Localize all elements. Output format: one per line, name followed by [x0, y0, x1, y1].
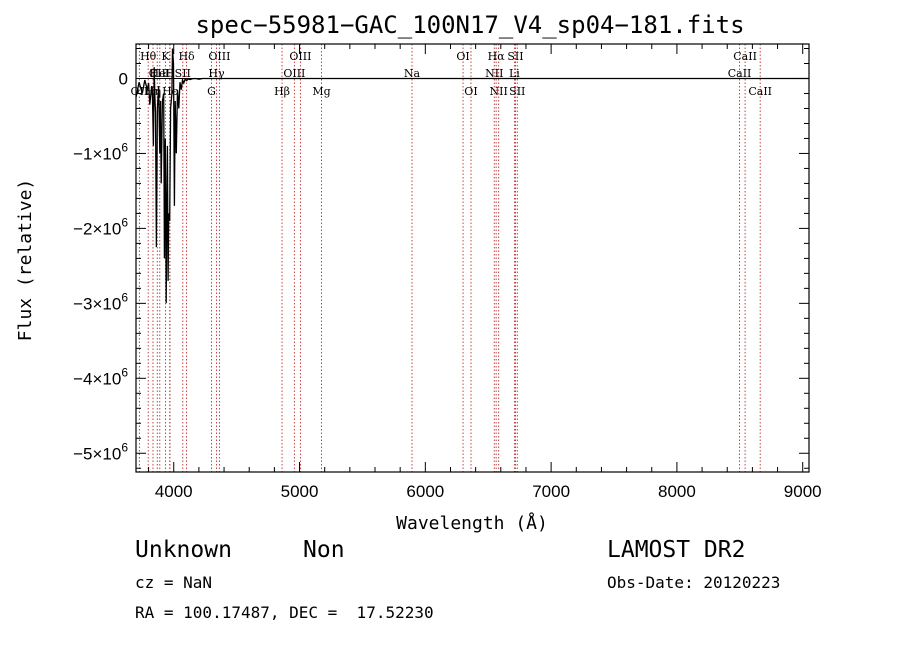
line-label-7: H — [165, 67, 175, 80]
line-label-20: NII — [485, 67, 503, 80]
x-tick-labels: 4000 5000 6000 7000 8000 9000 — [155, 482, 822, 501]
line-label-14: OIII — [283, 67, 305, 80]
line-label-10: G — [207, 85, 216, 98]
x-tick-label-2: 6000 — [406, 482, 444, 501]
x-tick-label-4: 8000 — [658, 482, 696, 501]
line-label-5: K — [161, 50, 170, 63]
axis-ticks — [136, 44, 809, 472]
x-tick-label-3: 7000 — [532, 482, 570, 501]
line-label-25: SII — [509, 85, 525, 98]
line-label-17: Na — [404, 67, 421, 80]
line-label-1: Hθ — [140, 50, 157, 63]
y-tick-label-3: −3×106 — [73, 290, 128, 313]
line-label-24: SII — [507, 50, 523, 63]
redshift-cz: cz = NaN — [135, 573, 213, 592]
line-label-13: Hβ — [274, 85, 290, 98]
line-label-3: CII — [149, 67, 166, 80]
line-label-23: Li — [509, 67, 520, 80]
chart-title: spec−55981−GAC_100N17_V4_sp04−181.fits — [195, 11, 744, 39]
line-label-11: Hγ — [208, 67, 225, 80]
line-label-26: CaII — [728, 67, 752, 80]
line-label-12: OIII — [208, 50, 230, 63]
line-label-6: Hϵ — [162, 85, 178, 98]
line-label-15: OIII — [289, 50, 311, 63]
plot-frame — [135, 43, 810, 473]
emission-line-markers — [138, 44, 761, 472]
coordinates: RA = 100.17487, DEC = 17.52230 — [135, 603, 434, 622]
line-label-9: Hδ — [178, 50, 195, 63]
y-tick-label-1: −1×106 — [73, 140, 128, 163]
x-tick-label-1: 5000 — [281, 482, 319, 501]
line-label-19: OI — [464, 85, 477, 98]
y-tick-label-4: −4×106 — [73, 365, 128, 388]
spectrum-series — [135, 48, 809, 304]
survey-name: LAMOST DR2 — [607, 537, 746, 563]
y-tick-label-5: −5×106 — [73, 440, 128, 463]
line-label-28: CaII — [748, 85, 772, 98]
object-subclass: Non — [303, 537, 345, 563]
x-tick-label-5: 9000 — [784, 482, 822, 501]
line-label-22: NII — [490, 85, 508, 98]
x-axis-label: Wavelength (Å) — [396, 512, 548, 534]
line-label-8: SII — [175, 67, 191, 80]
y-tick-labels: 0 −1×106 −2×106 −3×106 −4×106 −5×106 — [73, 69, 128, 463]
y-axis-label: Flux (relative) — [15, 179, 36, 342]
observation-date: Obs-Date: 20120223 — [607, 573, 781, 592]
line-label-27: CaII — [733, 50, 757, 63]
line-label-18: OI — [456, 50, 469, 63]
object-class: Unknown — [135, 537, 232, 563]
y-tick-label-0: 0 — [119, 69, 128, 88]
y-tick-label-2: −2×106 — [73, 215, 128, 238]
x-tick-label-0: 4000 — [155, 482, 193, 501]
line-label-21: Hα — [488, 50, 506, 63]
line-label-16: Mg — [312, 85, 330, 98]
